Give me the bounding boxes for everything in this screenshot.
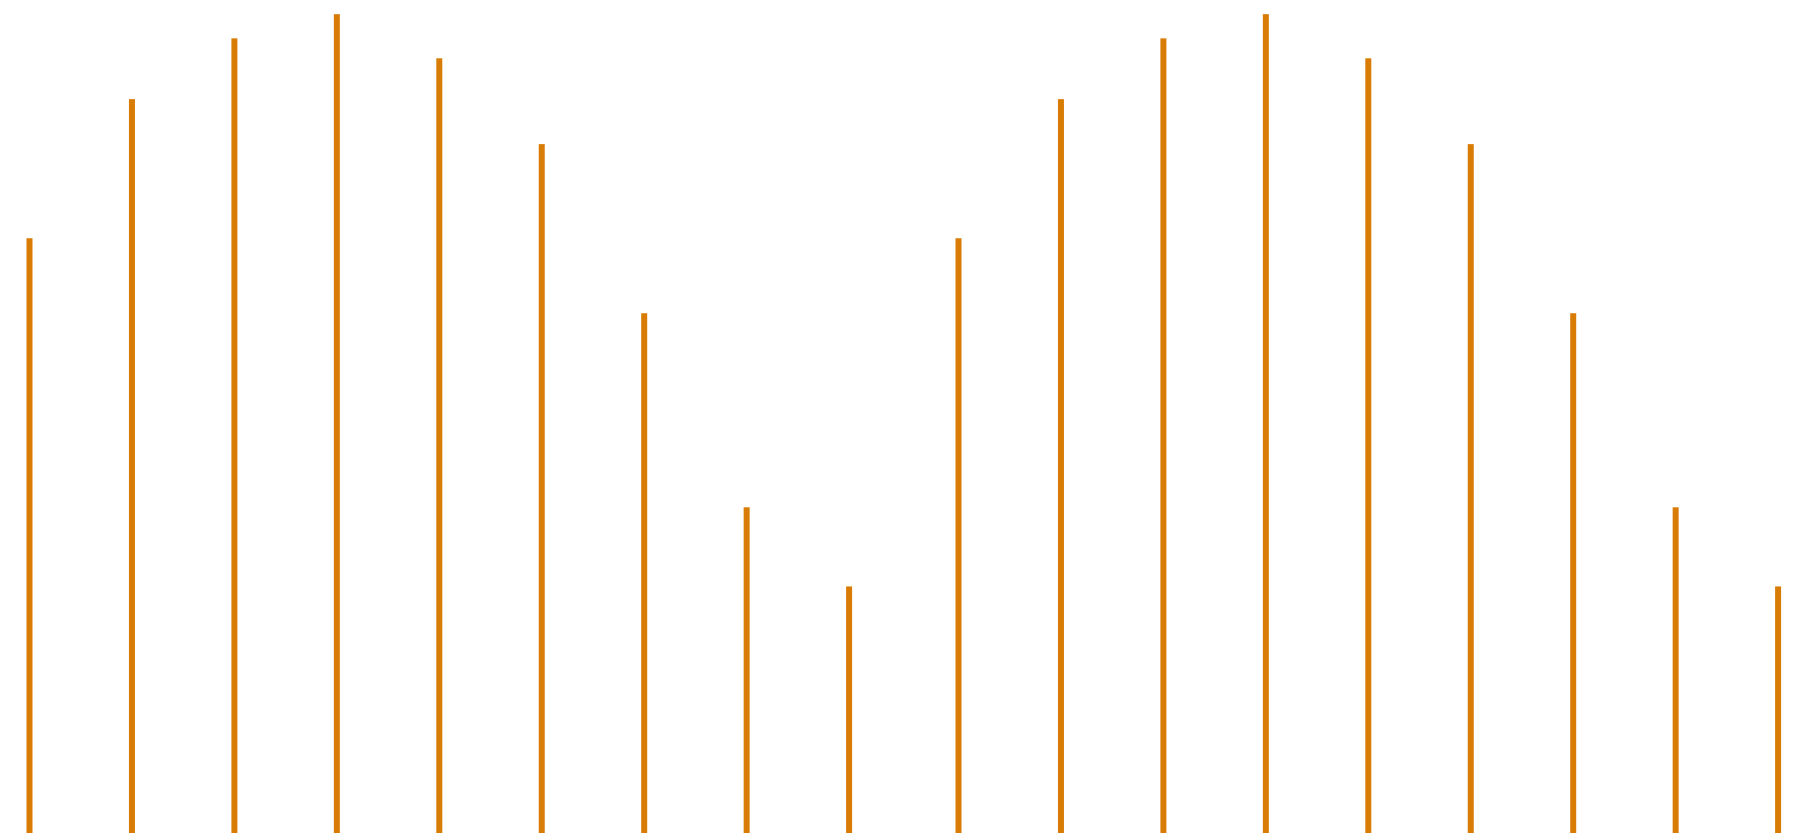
bar: [743, 507, 750, 833]
bar: [1775, 586, 1782, 833]
bar: [1570, 313, 1577, 833]
bar: [1672, 507, 1679, 833]
bar: [436, 58, 443, 833]
bar: [641, 313, 648, 833]
bar: [128, 99, 135, 833]
bar: [26, 238, 33, 833]
bar: [1365, 58, 1372, 833]
bar: [1057, 99, 1064, 833]
bar: [231, 38, 238, 833]
bar: [1262, 14, 1269, 833]
bar: [538, 144, 545, 833]
bar: [333, 14, 340, 833]
bar: [1160, 38, 1167, 833]
bar: [846, 586, 853, 833]
bar: [955, 238, 962, 833]
bar: [1467, 144, 1474, 833]
